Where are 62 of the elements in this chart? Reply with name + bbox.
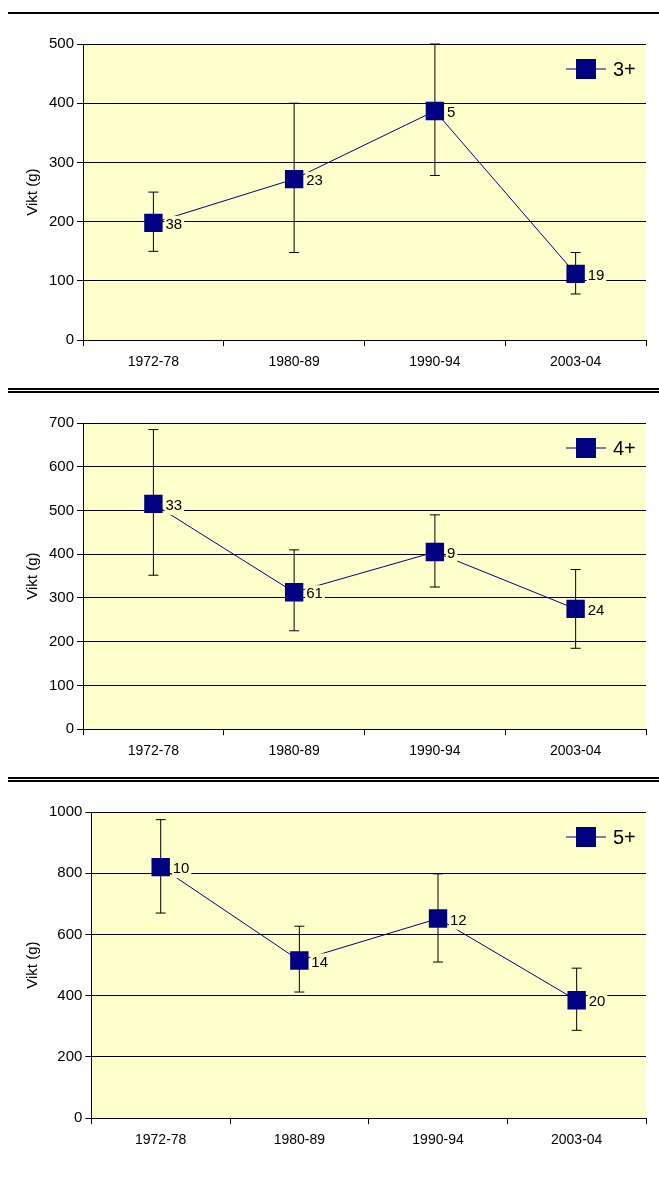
y-tick-label: 1000 [48,802,83,820]
y-tick-label: 600 [57,924,83,942]
y-tick-label: 800 [57,863,83,881]
y-tick-label: 100 [49,271,75,289]
point [566,599,585,619]
y-axis-title: Vikt (g) [23,168,41,216]
y-tick-label: 300 [49,588,75,606]
x-tick-label: 2003-04 [550,1131,603,1148]
annotation: 38 [165,215,183,233]
x-tick-label: 1972-78 [127,742,180,759]
y-tick-label: 500 [49,500,75,518]
point [428,909,448,928]
annotation: 33 [165,496,183,514]
annotation: 5 [446,103,456,121]
point [290,951,309,970]
x-tick-label: 1980-89 [268,742,321,759]
y-tick-label: 200 [49,631,75,649]
x-tick-label: 2003-04 [549,353,602,370]
y-tick-label: 0 [65,330,75,348]
annotation: 14 [311,952,329,970]
x-tick-label: 1980-89 [268,353,321,370]
legend-label: 4+ [613,436,636,459]
y-tick-label: 0 [74,1108,83,1126]
y-tick-label: 400 [57,985,83,1003]
annotation: 19 [587,265,605,283]
annotation: 20 [588,992,606,1010]
annotation: 23 [306,171,323,189]
legend-label: 5+ [613,825,636,848]
legend-label: 3+ [613,57,636,80]
point [144,494,163,514]
y-tick-label: 200 [57,1047,83,1065]
y-tick-label: 400 [49,544,75,562]
y-tick-label: 300 [49,152,75,170]
point [144,213,163,233]
y-tick-label: 0 [65,719,75,737]
y-tick-label: 600 [49,456,75,474]
point [284,583,304,602]
x-tick-label: 1972-78 [135,1131,187,1148]
y-tick-label: 400 [49,93,75,111]
y-tick-label: 200 [49,211,75,229]
y-axis-title: Vikt (g) [23,552,41,600]
point [425,101,445,121]
annotation: 9 [446,544,456,562]
point [425,542,445,562]
point [284,169,304,189]
y-tick-label: 500 [49,34,75,52]
y-tick-label: 700 [49,413,75,431]
point [151,857,170,877]
x-tick-label: 1980-89 [273,1131,326,1148]
annotation: 61 [306,584,323,602]
x-tick-label: 1972-78 [127,353,180,370]
x-tick-label: 1990-94 [412,1131,464,1148]
x-tick-label: 1990-94 [409,353,461,370]
y-tick-label: 100 [49,675,75,693]
annotation: 10 [172,859,190,877]
annotation: 12 [450,910,467,928]
x-tick-label: 2003-04 [549,742,602,759]
x-tick-label: 1990-94 [409,742,461,759]
annotation: 24 [587,601,605,619]
y-axis-title: Vikt (g) [23,941,41,989]
point [567,991,586,1010]
point [566,264,585,284]
